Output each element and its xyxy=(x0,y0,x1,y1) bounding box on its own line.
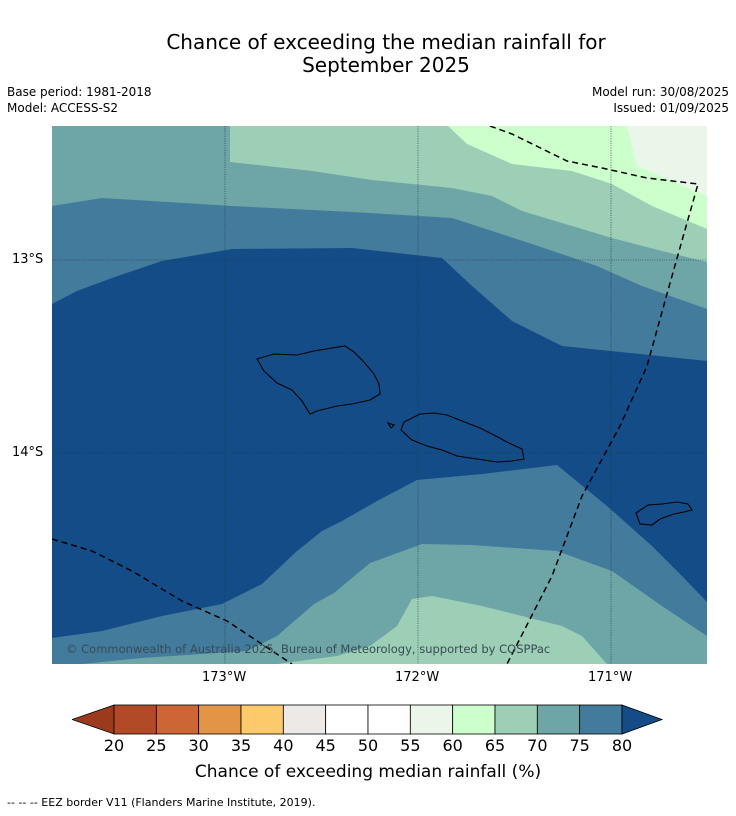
colorbar-title: Chance of exceeding median rainfall (%) xyxy=(194,762,542,782)
colorbar-tick-label: 35 xyxy=(230,736,252,755)
lat-label-13s: 13°S xyxy=(12,252,44,267)
base-period: Base period: 1981-2018 xyxy=(7,85,152,99)
zone-60-65-south xyxy=(277,596,607,664)
colorbar-tick-label: 25 xyxy=(146,736,167,755)
colorbar-tick-label: 50 xyxy=(357,736,379,755)
colorbar-tick-label: 20 xyxy=(103,736,125,755)
model-run: Model run: 30/08/2025 xyxy=(591,85,729,99)
colorbar-tick-label: 30 xyxy=(188,736,209,755)
colorbar-swatch xyxy=(325,704,369,735)
colorbar xyxy=(72,704,664,735)
lon-label-173w: 173°W xyxy=(202,670,247,685)
colorbar-swatch xyxy=(536,704,581,735)
issued-date: Issued: 01/09/2025 xyxy=(613,101,729,115)
lon-label-172w: 172°W xyxy=(395,670,440,685)
copyright-notice: © Commonwealth of Australia 2025, Bureau… xyxy=(66,642,550,656)
colorbar-swatch xyxy=(367,704,411,735)
tutuila-island xyxy=(635,501,693,526)
meta-right: Model run: 30/08/2025 Issued: 01/09/2025 xyxy=(592,84,729,116)
colorbar-swatch xyxy=(409,704,454,735)
colorbar-swatch xyxy=(240,704,284,735)
eez-legend-note: -- -- -- EEZ border V11 (Flanders Marine… xyxy=(7,796,316,809)
colorbar-swatch xyxy=(494,704,538,735)
title-line-1: Chance of exceeding the median rainfall … xyxy=(166,30,606,54)
colorbar-swatch xyxy=(282,704,327,735)
lat-label-14s: 14°S xyxy=(12,445,44,460)
manono-islet xyxy=(386,422,396,429)
colorbar-extend-high xyxy=(621,704,664,735)
title-line-2: September 2025 xyxy=(302,53,470,77)
island-outlines xyxy=(256,345,693,526)
colorbar-tick-label: 75 xyxy=(569,736,590,755)
colorbar-tick-label: 45 xyxy=(315,736,336,755)
rainfall-map: © Commonwealth of Australia 2025, Bureau… xyxy=(52,126,707,664)
colorbar-tick-label: 70 xyxy=(527,736,548,755)
colorbar-tick-label: 80 xyxy=(611,736,633,755)
colorbar-swatch xyxy=(155,704,200,735)
map-title: Chance of exceeding the median rainfall … xyxy=(0,31,736,77)
colorbar-swatch xyxy=(113,704,157,735)
colorbar-swatch xyxy=(198,704,242,735)
savaii-island xyxy=(256,345,381,415)
upolu-island xyxy=(400,412,525,463)
eez-border-lines xyxy=(52,126,699,664)
colorbar-tick-label: 55 xyxy=(400,736,421,755)
colorbar-tick-label: 40 xyxy=(273,736,294,755)
zone-50-55-north xyxy=(627,126,707,196)
meta-left: Base period: 1981-2018 Model: ACCESS-S2 xyxy=(7,84,152,116)
colorbar-swatch xyxy=(452,704,496,735)
colorbar-swatch xyxy=(579,704,623,735)
model-name: Model: ACCESS-S2 xyxy=(7,101,119,115)
lon-label-171w: 171°W xyxy=(588,670,633,685)
colorbar-tick-label: 65 xyxy=(484,736,506,755)
colorbar-tick-label: 60 xyxy=(442,736,463,755)
colorbar-extend-low xyxy=(72,704,115,735)
graticule xyxy=(52,126,707,664)
